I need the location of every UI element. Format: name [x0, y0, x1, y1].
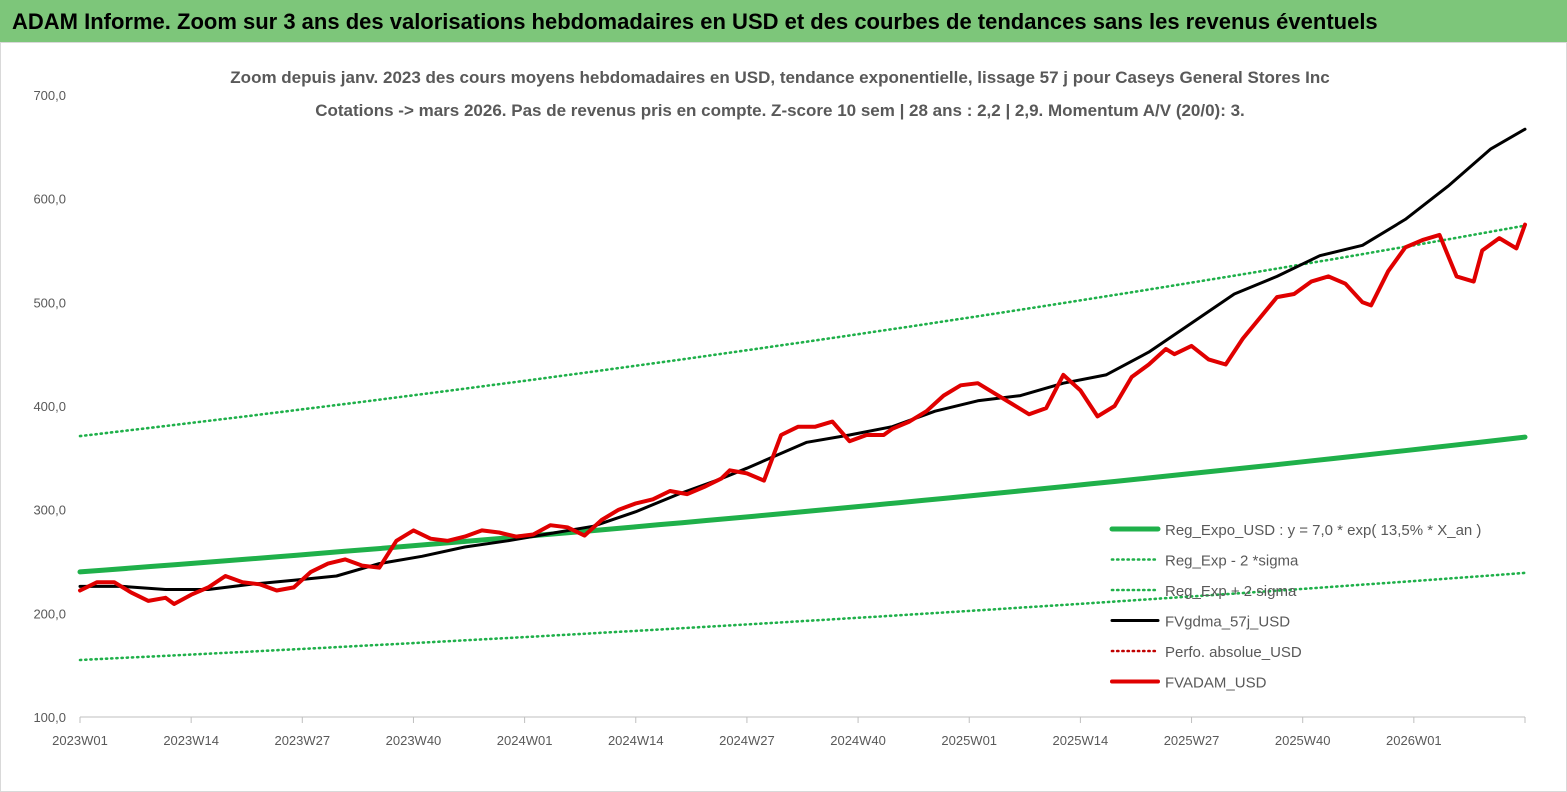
legend-label: FVADAM_USD — [1165, 675, 1267, 692]
x-tick-label: 2024W14 — [608, 733, 664, 748]
series-line-5 — [78, 222, 1527, 606]
series-layer — [77, 127, 1528, 662]
y-tick-label: 300,0 — [33, 503, 66, 518]
axes: 100,0 200,0 300,0 400,0 500,0 600,0 700,0 2023W… — [33, 88, 1526, 748]
y-tick-label: 100,0 — [33, 710, 66, 725]
x-tick-label: 2023W40 — [386, 733, 442, 748]
series-line-0 — [77, 434, 1528, 575]
y-tick-label: 600,0 — [33, 192, 66, 207]
x-tick-label: 2025W40 — [1275, 733, 1331, 748]
y-tick-label: 700,0 — [33, 88, 66, 103]
chart-subtitle: Cotations -> mars 2026. Pas de revenus p… — [315, 101, 1245, 120]
series-line-1 — [78, 571, 1527, 662]
x-tick-label: 2023W01 — [52, 733, 108, 748]
banner-title: ADAM Informe. Zoom sur 3 ans des valoris… — [0, 0, 1567, 42]
x-tick-label: 2026W01 — [1386, 733, 1442, 748]
x-tick-label: 2025W14 — [1053, 733, 1109, 748]
x-tick-label: 2025W01 — [941, 733, 997, 748]
x-tick-label: 2024W27 — [719, 733, 775, 748]
chart-title: Zoom depuis janv. 2023 des cours moyens … — [230, 68, 1329, 87]
x-tick-label: 2023W27 — [274, 733, 330, 748]
x-tick-label: 2024W40 — [830, 733, 886, 748]
series-line-2 — [78, 224, 1527, 438]
legend: Reg_Expo_USD : y = 7,0 * exp( 13,5% * X_… — [1109, 522, 1481, 692]
legend-label: FVgdma_57j_USD — [1165, 614, 1290, 631]
y-tick-label: 200,0 — [33, 606, 66, 621]
legend-label: Reg_Exp + 2 sigma — [1165, 583, 1297, 600]
legend-label: Reg_Expo_USD : y = 7,0 * exp( 13,5% * X_… — [1165, 522, 1481, 539]
y-tick-label: 500,0 — [33, 295, 66, 310]
y-tick-label: 400,0 — [33, 399, 66, 414]
x-tick-label: 2024W01 — [497, 733, 553, 748]
x-tick-label: 2023W14 — [163, 733, 219, 748]
x-tick-label: 2025W27 — [1164, 733, 1220, 748]
legend-label: Reg_Exp - 2 *sigma — [1165, 553, 1299, 570]
legend-label: Perfo. absolue_USD — [1165, 644, 1302, 661]
series-line-3 — [78, 127, 1527, 591]
